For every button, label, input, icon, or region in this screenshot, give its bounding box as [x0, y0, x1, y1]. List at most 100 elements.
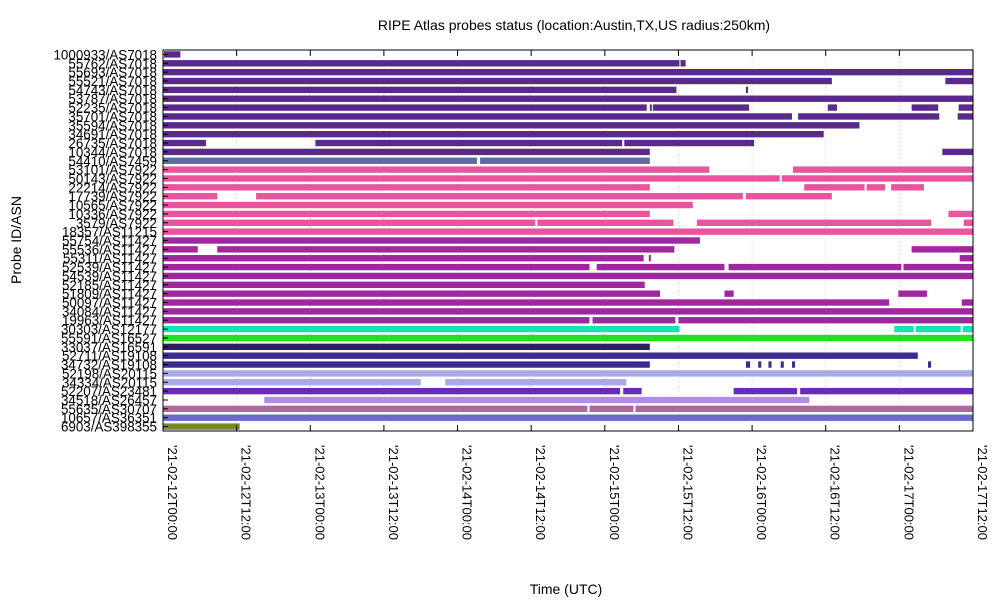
probe-label: 6903/AS398355: [61, 420, 157, 435]
status-bar: [163, 113, 792, 120]
probe-label: 54539/AS11427: [62, 269, 157, 284]
status-bar: [911, 246, 973, 253]
probe-label: 53787/AS7018: [68, 92, 157, 107]
status-bar: [163, 423, 240, 430]
status-bar: [948, 210, 973, 218]
probe-label: 55693/AS7018: [68, 65, 157, 80]
status-bar: [163, 405, 588, 413]
status-bar: [652, 104, 750, 111]
status-bar: [898, 290, 927, 297]
status-bar: [163, 60, 680, 67]
probe-label: 50097/AS11427: [62, 296, 157, 311]
x-tick-label: '21-02-14T00:00: [460, 445, 475, 540]
x-tick-label: '21-02-12T00:00: [165, 445, 180, 540]
status-bar: [315, 139, 623, 147]
status-bar: [163, 343, 650, 351]
status-bar: [163, 281, 645, 288]
probe-label: 33037/AS16591: [61, 340, 157, 355]
x-tick-label: '21-02-17T00:00: [901, 445, 916, 540]
probe-label: 1000933/AS7018: [53, 47, 157, 62]
status-bar: [680, 60, 686, 67]
probe-label: 34691/AS7018: [68, 127, 157, 142]
x-tick-label: '21-02-16T00:00: [754, 445, 769, 540]
probe-label: 52198/AS20115: [62, 366, 157, 381]
probe-label: 55536/AS11427: [62, 242, 157, 257]
status-bar: [624, 139, 755, 147]
x-tick-label: '21-02-17T12:00: [975, 445, 990, 540]
status-bar: [163, 246, 198, 253]
status-bar: [891, 184, 924, 191]
status-bar: [163, 370, 973, 377]
probe-label: 55521/AS7018: [68, 74, 157, 89]
status-bar: [163, 317, 590, 324]
probe-label: 26735/AS7018: [68, 136, 157, 151]
status-bar: [163, 122, 860, 129]
probe-label: 52539/AS11427: [62, 260, 157, 275]
status-bar: [791, 361, 796, 368]
status-bar: [696, 219, 932, 226]
status-bar: [163, 201, 693, 209]
probe-label: 55311/AS11427: [63, 251, 157, 266]
status-bar: [728, 263, 902, 271]
status-bar: [163, 387, 621, 395]
status-bar: [163, 184, 650, 191]
status-bar: [724, 290, 734, 297]
status-bar: [866, 184, 886, 191]
status-bar: [163, 414, 973, 421]
status-bar: [963, 219, 973, 226]
status-bar: [163, 148, 650, 156]
probe-label: 10565/AS7922: [68, 198, 157, 213]
status-bars: [163, 51, 973, 430]
probe-label: 35594/AS7018: [68, 118, 157, 133]
status-bar: [915, 325, 961, 333]
status-bar: [962, 325, 973, 333]
status-bar: [163, 272, 973, 280]
x-tick-labels: '21-02-12T00:00 '21-02-12T12:00 '21-02-13T…: [165, 445, 990, 540]
status-bar: [163, 157, 477, 164]
status-bar: [256, 193, 743, 200]
status-bar: [945, 77, 973, 85]
status-bar: [163, 379, 421, 386]
status-bar: [804, 184, 865, 191]
status-bar: [745, 193, 832, 200]
status-bar: [163, 95, 973, 102]
x-tick-label: '21-02-16T12:00: [828, 445, 843, 540]
probe-label: 10336/AS7922: [68, 207, 157, 222]
probe-label: 3579/AS7922: [76, 216, 157, 231]
probe-label: 52711/AS19108: [62, 349, 157, 364]
status-bar: [758, 361, 762, 368]
probe-label: 54410/AS7459: [68, 154, 157, 169]
status-bar: [623, 387, 642, 395]
x-tick-label: '21-02-15T12:00: [680, 445, 695, 540]
probe-label: 22214/AS7922: [68, 180, 157, 195]
status-bar: [163, 86, 677, 94]
probe-label: 52185/AS11427: [62, 278, 157, 293]
x-tick-label: '21-02-14T12:00: [533, 445, 548, 540]
status-bar: [163, 299, 890, 306]
status-bar: [793, 166, 973, 173]
probe-label: 19963/AS11427: [62, 313, 157, 328]
status-bar: [678, 317, 973, 324]
status-bar: [163, 130, 824, 138]
probe-label: 54743/AS7018: [68, 83, 157, 98]
probe-label: 10657/AS36351: [61, 411, 157, 426]
status-bar: [163, 237, 700, 244]
status-bar: [163, 290, 661, 297]
probe-label: 55754/AS11427: [62, 234, 157, 249]
x-tick-label: '21-02-15T00:00: [607, 445, 622, 540]
status-bar: [649, 104, 652, 111]
status-bar: [596, 263, 725, 271]
status-bar: [961, 299, 973, 306]
probe-label: 52207/AS23481: [61, 384, 157, 399]
status-bar: [163, 139, 206, 147]
probe-label: 34518/AS26457: [61, 393, 157, 408]
status-bar: [745, 361, 751, 368]
status-bar: [163, 77, 832, 85]
probe-label: 55635/AS30707: [61, 402, 157, 417]
status-bar: [445, 379, 627, 386]
status-bar: [163, 166, 710, 173]
status-bar: [894, 325, 914, 333]
status-bar: [163, 255, 644, 262]
status-bar: [163, 175, 780, 182]
